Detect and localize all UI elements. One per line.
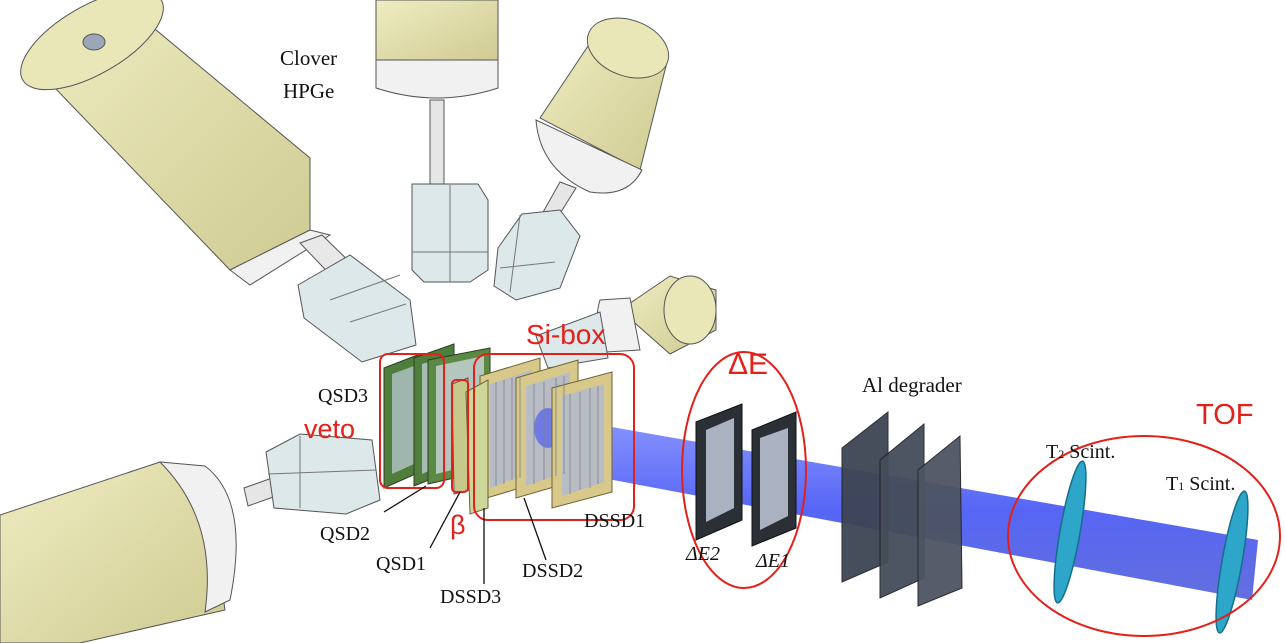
hpge-detector-upper-left — [20, 0, 417, 363]
dssd3-label: DSSD3 — [440, 586, 501, 608]
dssd1-detector — [551, 371, 613, 509]
veto-box — [379, 353, 445, 489]
qsd3-detector — [383, 353, 421, 489]
si-box-outline — [473, 353, 635, 521]
al-degrader-plates — [841, 410, 963, 607]
t2-scintillator — [1053, 460, 1087, 604]
leader-lines — [383, 485, 547, 584]
red-annotations — [379, 351, 1281, 637]
t1-scint-label: T1 Scint. — [1166, 473, 1235, 495]
beta-label: β — [450, 510, 466, 540]
clover-label-line2: HPGe — [283, 79, 334, 103]
tof-label: TOF — [1196, 399, 1253, 431]
al-degrader-label: Al degrader — [862, 373, 962, 397]
delta-e1-detector — [751, 411, 797, 547]
t1-scintillator — [1215, 490, 1249, 634]
hpge-detector-upper-right — [493, 17, 670, 301]
dssd1-label: DSSD1 — [584, 510, 645, 532]
hpge-detector-top-center — [375, 0, 499, 283]
clover-label-line1: Clover — [280, 46, 337, 70]
delta-e-label: ΔE — [728, 348, 768, 381]
qsd2-label: QSD2 — [320, 523, 370, 545]
t2-scint-label: T2 Scint. — [1046, 441, 1115, 463]
delta-e-ellipse — [681, 351, 807, 589]
si-box-label: Si-box — [526, 319, 605, 350]
si-strip-lines — [495, 376, 599, 494]
hpge-detector-middle-right — [535, 275, 717, 369]
dssd2-label: DSSD2 — [522, 560, 583, 582]
de2-label: ΔE2 — [685, 543, 720, 565]
hpge-detector-lower-left — [0, 433, 381, 643]
tof-ellipse — [1007, 435, 1281, 637]
qsd3-label: QSD3 — [318, 385, 368, 407]
veto-label: veto — [304, 414, 355, 444]
de1-label: ΔE1 — [755, 550, 790, 572]
delta-e2-detector — [695, 403, 743, 541]
qsd1-label: QSD1 — [376, 553, 426, 575]
